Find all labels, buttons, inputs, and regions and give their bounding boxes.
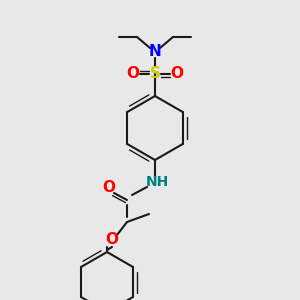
Text: N: N (148, 44, 161, 59)
Text: O: O (127, 67, 140, 82)
Text: O: O (106, 232, 118, 247)
Text: S: S (149, 67, 161, 82)
Text: O: O (170, 67, 184, 82)
Text: O: O (103, 181, 116, 196)
Text: NH: NH (146, 175, 169, 189)
